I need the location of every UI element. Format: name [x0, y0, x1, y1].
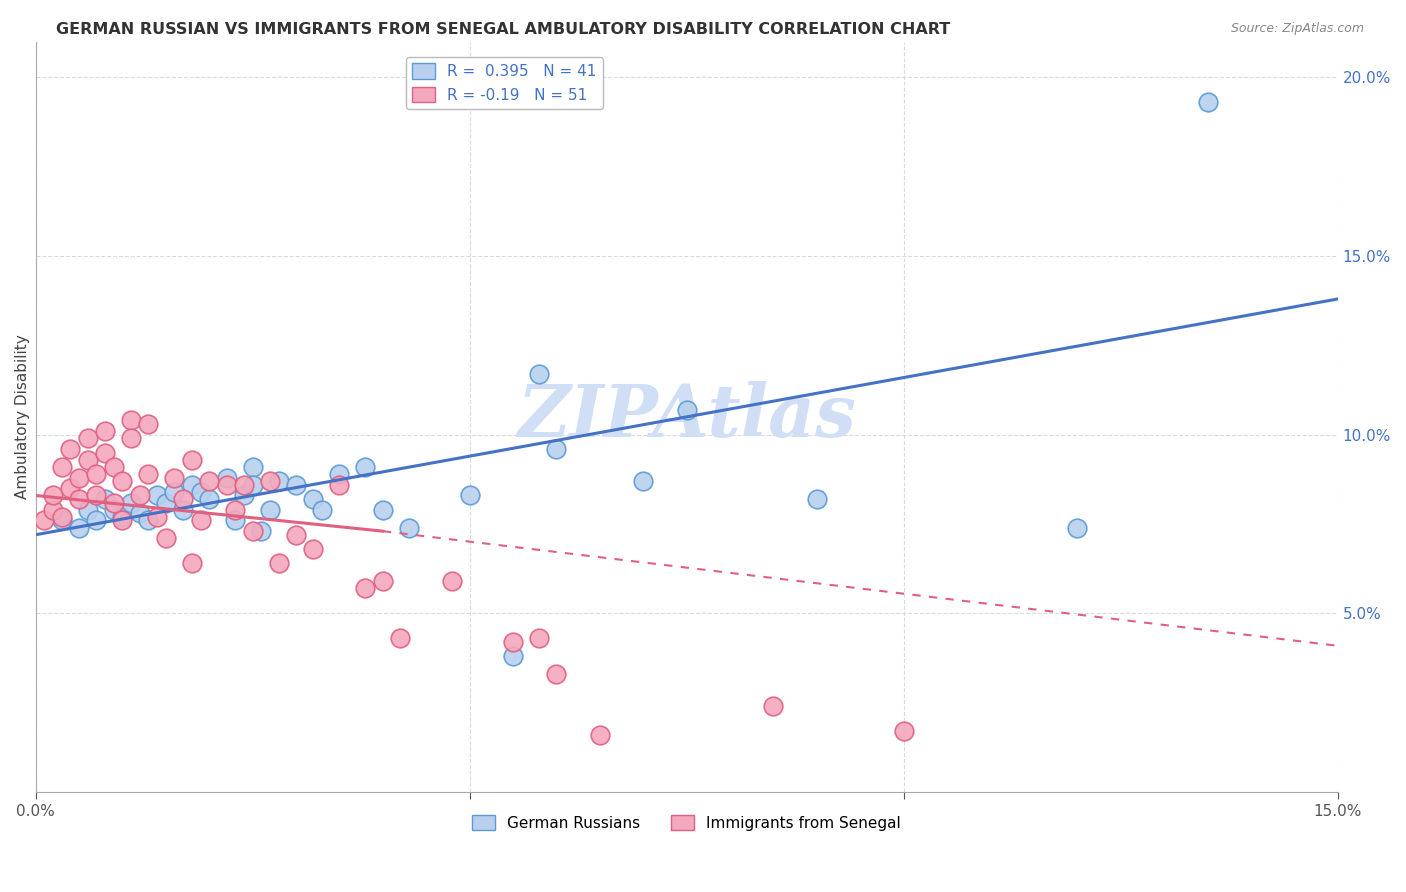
Point	[250, 524, 273, 538]
Point	[94, 424, 117, 438]
Point	[224, 513, 246, 527]
Point	[120, 495, 142, 509]
Point	[398, 520, 420, 534]
Point	[527, 632, 550, 646]
Point	[806, 491, 828, 506]
Point	[94, 491, 117, 506]
Point	[111, 513, 134, 527]
Point	[285, 477, 308, 491]
Point	[146, 488, 169, 502]
Point	[190, 484, 212, 499]
Point	[328, 467, 350, 481]
Point	[1066, 520, 1088, 534]
Point	[120, 413, 142, 427]
Point	[190, 513, 212, 527]
Point	[371, 502, 394, 516]
Point	[502, 635, 524, 649]
Point	[180, 477, 202, 491]
Point	[111, 509, 134, 524]
Point	[172, 502, 194, 516]
Point	[546, 667, 568, 681]
Point	[86, 467, 108, 481]
Point	[242, 459, 264, 474]
Point	[163, 470, 186, 484]
Point	[59, 481, 82, 495]
Point	[76, 502, 98, 516]
Point	[259, 474, 281, 488]
Point	[103, 459, 125, 474]
Point	[94, 445, 117, 459]
Point	[675, 402, 697, 417]
Point	[232, 488, 254, 502]
Point	[163, 484, 186, 499]
Point	[441, 574, 464, 589]
Point	[76, 452, 98, 467]
Text: Source: ZipAtlas.com: Source: ZipAtlas.com	[1230, 22, 1364, 36]
Point	[198, 491, 221, 506]
Point	[138, 417, 160, 431]
Point	[267, 557, 290, 571]
Point	[146, 509, 169, 524]
Point	[32, 513, 55, 527]
Point	[232, 477, 254, 491]
Point	[371, 574, 394, 589]
Text: GERMAN RUSSIAN VS IMMIGRANTS FROM SENEGAL AMBULATORY DISABILITY CORRELATION CHAR: GERMAN RUSSIAN VS IMMIGRANTS FROM SENEGA…	[56, 22, 950, 37]
Point	[311, 502, 333, 516]
Point	[180, 557, 202, 571]
Point	[893, 724, 915, 739]
Point	[354, 582, 377, 596]
Point	[42, 502, 65, 516]
Point	[589, 728, 612, 742]
Point	[103, 495, 125, 509]
Point	[267, 474, 290, 488]
Point	[120, 431, 142, 445]
Point	[86, 488, 108, 502]
Y-axis label: Ambulatory Disability: Ambulatory Disability	[15, 334, 30, 500]
Point	[67, 470, 90, 484]
Point	[354, 459, 377, 474]
Point	[51, 459, 73, 474]
Point	[59, 442, 82, 456]
Point	[128, 488, 150, 502]
Point	[259, 502, 281, 516]
Point	[224, 502, 246, 516]
Legend: German Russians, Immigrants from Senegal: German Russians, Immigrants from Senegal	[467, 809, 907, 837]
Point	[128, 506, 150, 520]
Point	[389, 632, 412, 646]
Point	[67, 520, 90, 534]
Point	[42, 488, 65, 502]
Point	[198, 474, 221, 488]
Point	[86, 513, 108, 527]
Point	[172, 491, 194, 506]
Point	[67, 491, 90, 506]
Point	[527, 367, 550, 381]
Point	[103, 502, 125, 516]
Point	[215, 477, 238, 491]
Point	[242, 524, 264, 538]
Point	[138, 467, 160, 481]
Point	[302, 542, 325, 557]
Point	[1197, 95, 1219, 110]
Point	[242, 477, 264, 491]
Text: ZIPAtlas: ZIPAtlas	[517, 382, 856, 452]
Point	[458, 488, 481, 502]
Point	[111, 474, 134, 488]
Point	[762, 699, 785, 714]
Point	[328, 477, 350, 491]
Point	[502, 649, 524, 664]
Point	[633, 474, 655, 488]
Point	[285, 527, 308, 541]
Point	[138, 513, 160, 527]
Point	[76, 431, 98, 445]
Point	[546, 442, 568, 456]
Point	[215, 470, 238, 484]
Point	[155, 531, 177, 545]
Point	[51, 509, 73, 524]
Point	[180, 452, 202, 467]
Point	[51, 513, 73, 527]
Point	[155, 495, 177, 509]
Point	[302, 491, 325, 506]
